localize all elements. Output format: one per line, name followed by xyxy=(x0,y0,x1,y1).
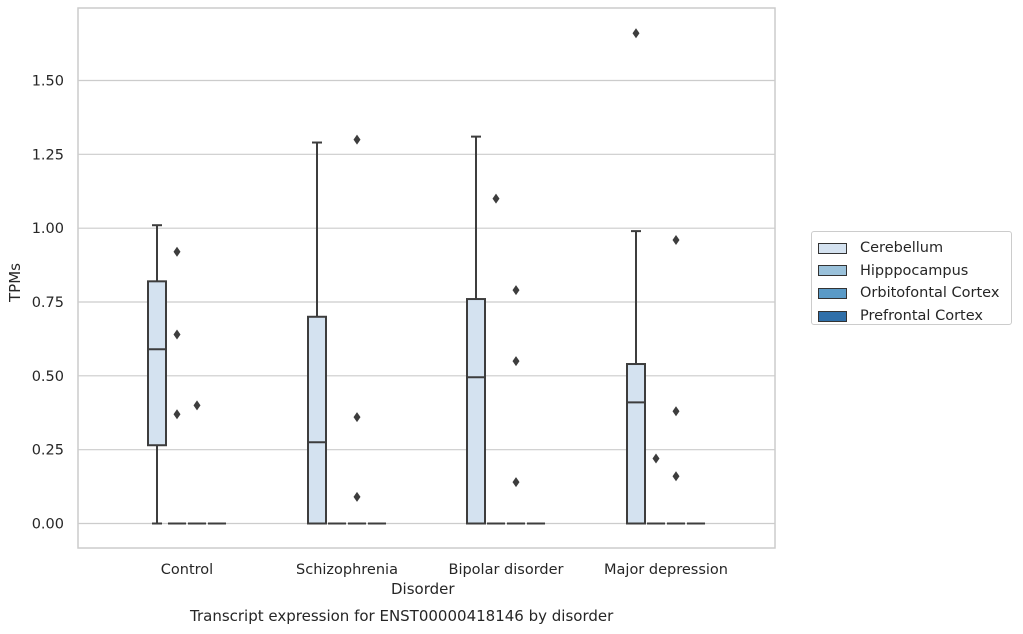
plot-frame xyxy=(77,7,776,549)
legend-item: Hipppocampus xyxy=(818,260,1011,283)
outlier-point xyxy=(492,193,500,204)
legend-swatch xyxy=(818,287,847,299)
outlier-point xyxy=(672,406,680,417)
legend-swatch xyxy=(818,265,847,277)
legend-item: Orbitofontal Cortex xyxy=(818,282,1011,305)
box-cerebellum xyxy=(307,315,327,525)
box-cerebellum xyxy=(626,363,646,525)
box-cerebellum xyxy=(466,298,486,525)
legend-label: Prefrontal Cortex xyxy=(860,308,983,325)
x-tick-label: Schizophrenia xyxy=(296,562,398,578)
y-tick-label: 0.50 xyxy=(32,369,64,385)
x-tick-label: Control xyxy=(161,562,213,578)
y-tick-label: 0.00 xyxy=(32,517,64,533)
legend-swatch xyxy=(818,310,847,322)
outlier-point xyxy=(173,246,181,257)
outlier-point xyxy=(353,412,361,423)
x-axis-label: Disorder xyxy=(391,580,455,598)
y-tick-label: 1.50 xyxy=(32,74,64,90)
outlier-point xyxy=(512,356,520,367)
legend: Cerebellum Hipppocampus Orbitofontal Corte… xyxy=(811,231,1012,325)
legend-label: Hipppocampus xyxy=(860,262,969,279)
x-tick-label: Bipolar disorder xyxy=(449,562,564,578)
outlier-point xyxy=(512,285,520,296)
outlier-point xyxy=(173,409,181,420)
y-tick-label: 1.00 xyxy=(32,221,64,237)
outlier-point xyxy=(512,477,520,488)
outlier-point xyxy=(173,329,181,340)
outlier-point xyxy=(672,234,680,245)
y-axis-label: TPMs xyxy=(6,263,24,302)
legend-item: Prefrontal Cortex xyxy=(818,305,1011,328)
outlier-point xyxy=(672,471,680,482)
legend-item: Cerebellum xyxy=(818,237,1011,260)
x-tick-label: Major depression xyxy=(604,562,728,578)
outlier-point xyxy=(353,134,361,145)
outlier-point xyxy=(652,453,660,464)
legend-swatch xyxy=(818,242,847,254)
chart-caption: Transcript expression for ENST0000041814… xyxy=(190,607,614,625)
y-tick-label: 1.25 xyxy=(32,147,64,163)
box-cerebellum xyxy=(147,280,167,447)
y-tick-label: 0.25 xyxy=(32,443,64,459)
legend-label: Orbitofontal Cortex xyxy=(860,285,1000,302)
y-tick-label: 0.75 xyxy=(32,295,64,311)
legend-label: Cerebellum xyxy=(860,240,944,257)
outlier-point xyxy=(632,28,640,39)
outlier-point xyxy=(193,400,201,411)
outlier-point xyxy=(353,491,361,502)
